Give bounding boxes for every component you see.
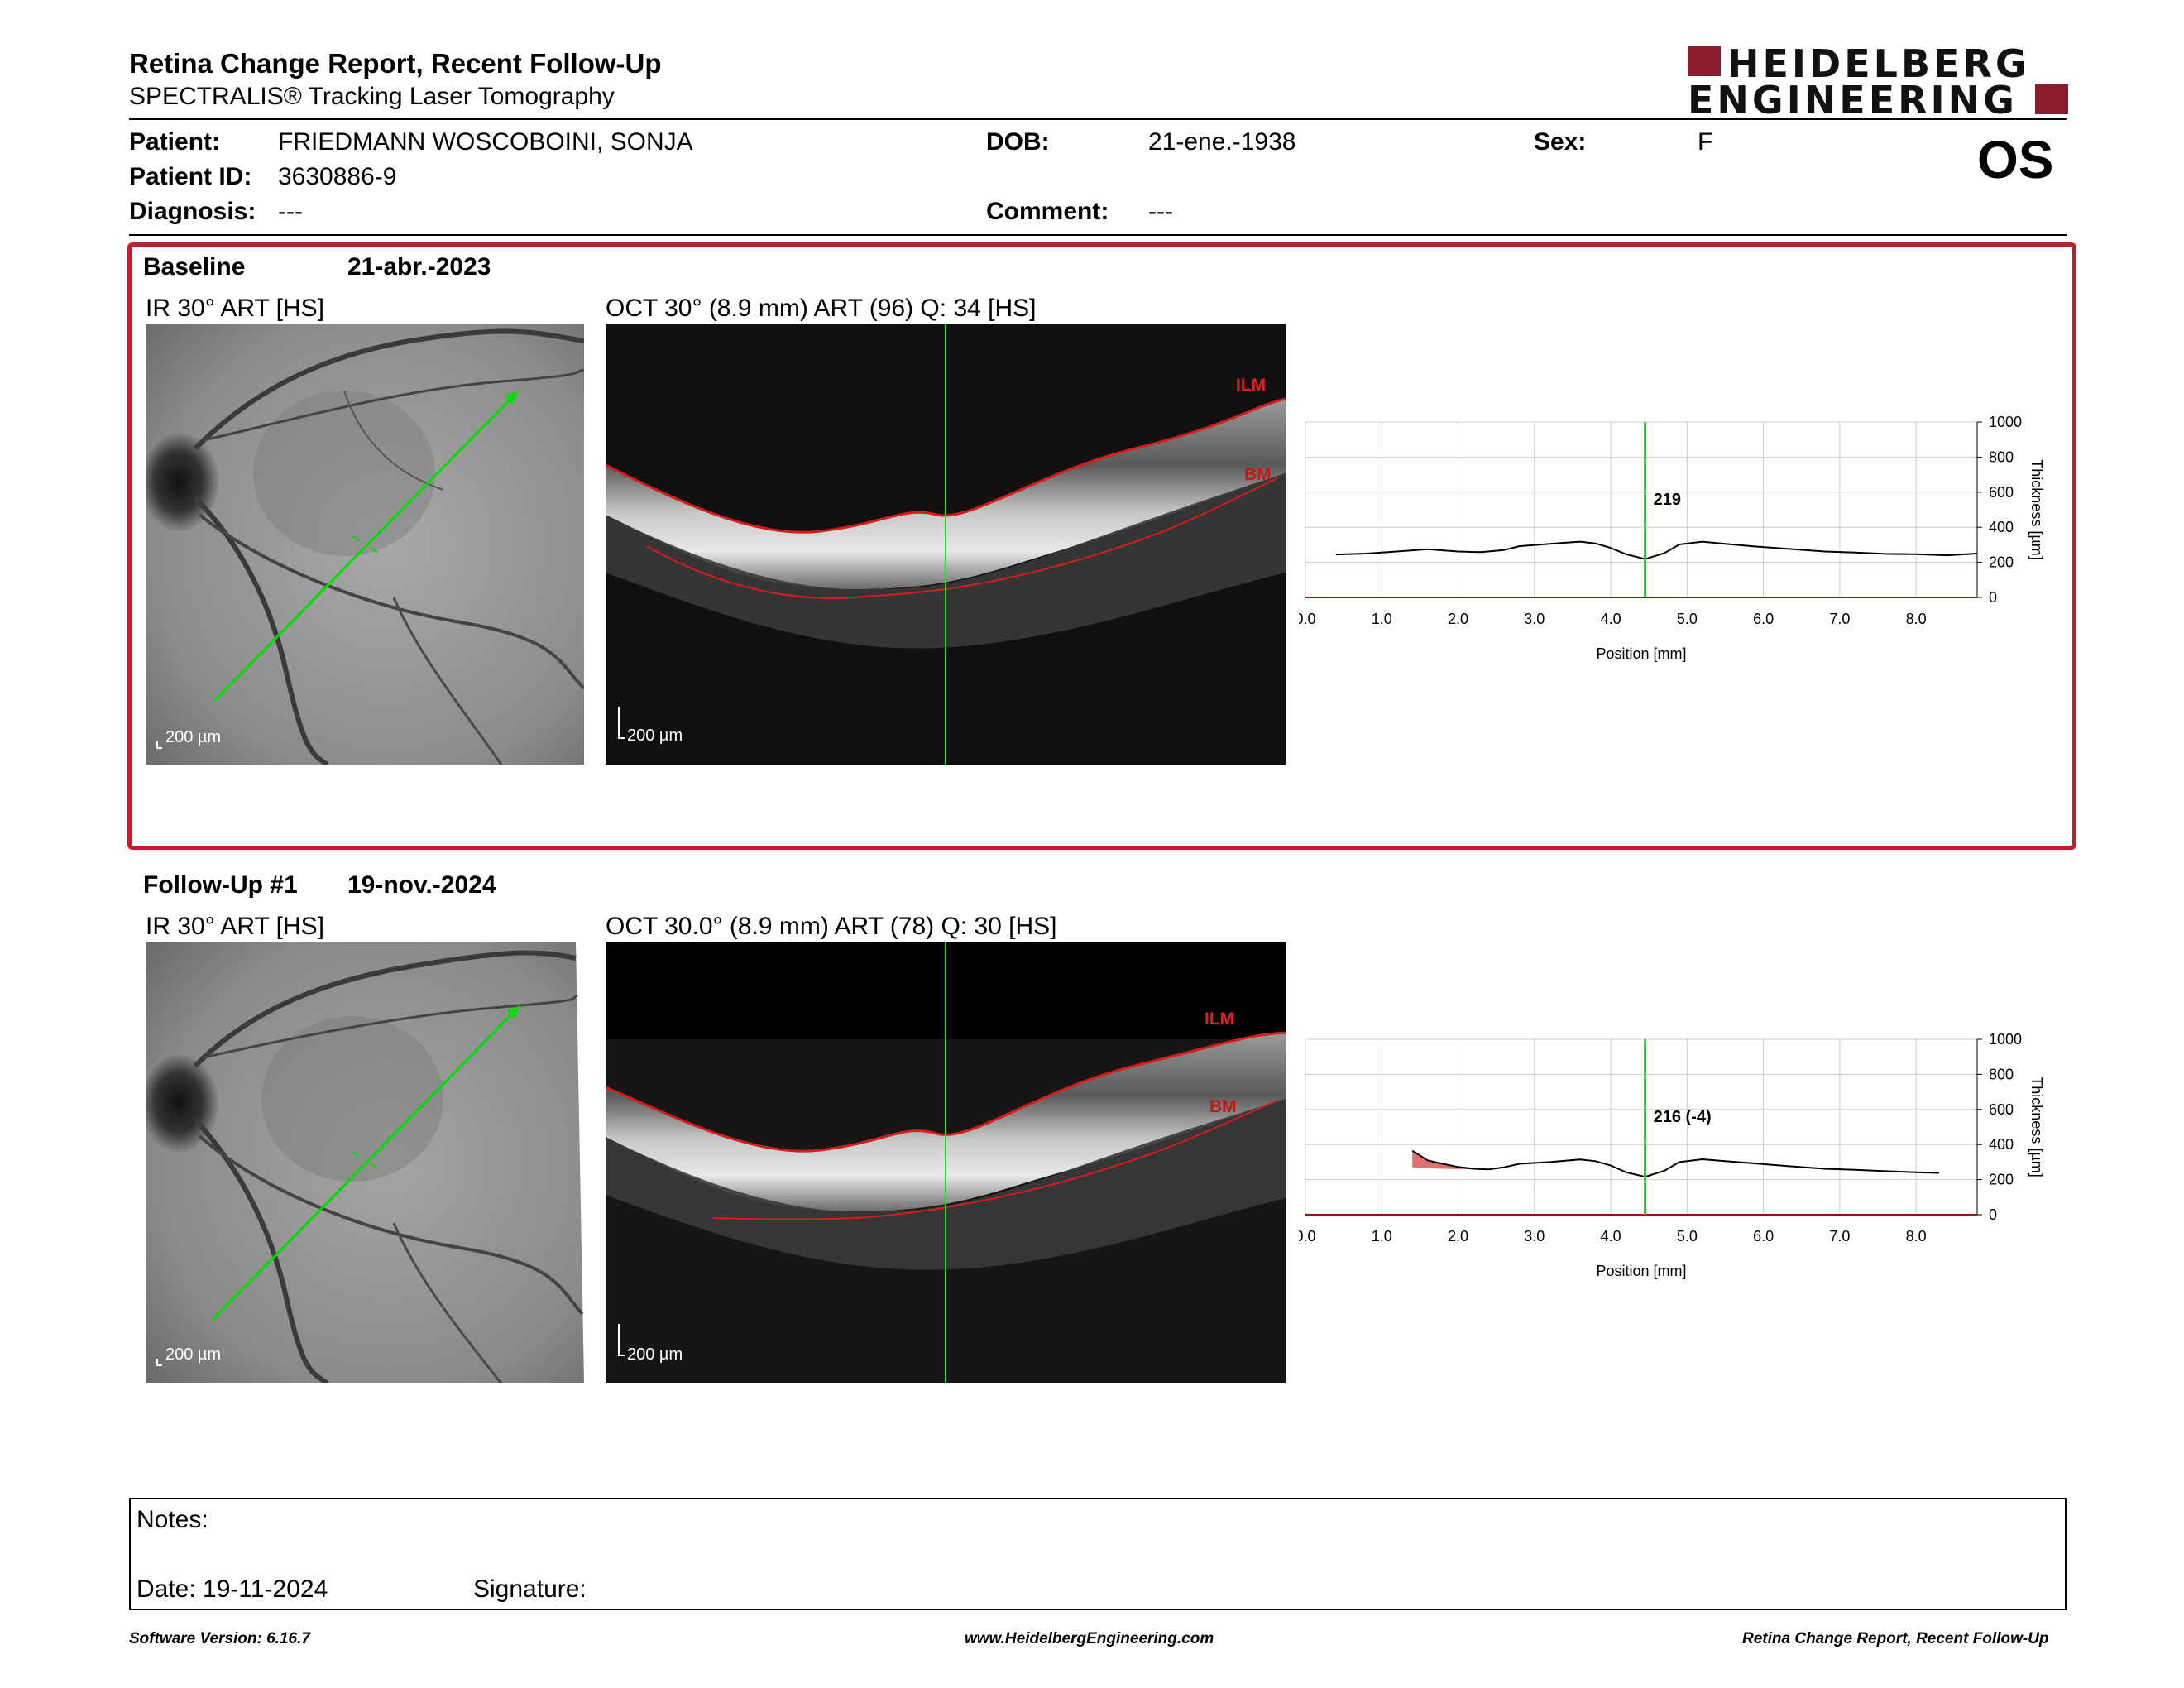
baseline-date: 21-abr.-2023 bbox=[347, 253, 491, 281]
followup-label: Follow-Up #1 bbox=[143, 871, 298, 899]
footer-software-version: Software Version: 6.16.7 bbox=[129, 1630, 310, 1647]
sex-label: Sex: bbox=[1534, 128, 1587, 156]
patient-label: Patient: bbox=[129, 128, 221, 156]
x-tick-label: 8.0 bbox=[1906, 611, 1927, 627]
y-tick-label: 200 bbox=[1989, 554, 2014, 571]
eye-indicator: OS bbox=[1977, 130, 2054, 189]
x-tick-label: 7.0 bbox=[1829, 611, 1850, 627]
x-tick-label: 6.0 bbox=[1753, 1228, 1774, 1244]
baseline-oct-title: OCT 30° (8.9 mm) ART (96) Q: 34 [HS] bbox=[606, 295, 1037, 322]
x-tick-label: 4.0 bbox=[1601, 1228, 1621, 1244]
baseline-thickness-chart: 0.0 1.0 2.0 3.0 4.0 5.0 6.0 7.0 8.0 0 200 400 600 800… bbox=[1299, 414, 2045, 662]
dob-value: 21-ene.-1938 bbox=[1148, 128, 1296, 156]
followup-ir-image[interactable]: 200 µm bbox=[146, 942, 584, 1383]
baseline-ir-title: IR 30° ART [HS] bbox=[146, 295, 324, 322]
y-tick-label: 600 bbox=[1989, 484, 2014, 501]
patient-id-value: 3630886-9 bbox=[278, 163, 397, 190]
followup-oct-image[interactable]: ILM BM 200 µm bbox=[606, 942, 1286, 1383]
report-subtitle: SPECTRALIS® Tracking Laser Tomography bbox=[129, 83, 615, 110]
x-tick-label: 0.0 bbox=[1299, 611, 1316, 627]
x-tick-label: 7.0 bbox=[1829, 1228, 1850, 1244]
y-tick-label: 1000 bbox=[1989, 414, 2022, 430]
logo-line-1: HEIDELBERG bbox=[1727, 41, 2030, 86]
signature-label: Signature: bbox=[473, 1575, 587, 1603]
followup-ir-scalebar: 200 µm bbox=[165, 1345, 222, 1364]
x-axis-label: Position [mm] bbox=[1596, 1263, 1686, 1279]
dob-label: DOB: bbox=[986, 128, 1050, 156]
y-tick-label: 800 bbox=[1989, 448, 2014, 465]
x-axis-label: Position [mm] bbox=[1596, 645, 1686, 662]
x-tick-label: 0.0 bbox=[1299, 1228, 1316, 1244]
followup-ilm-label: ILM bbox=[1205, 1009, 1235, 1029]
y-axis-label: Thickness [µm] bbox=[2028, 1077, 2045, 1177]
cursor-thickness-value: 219 bbox=[1654, 491, 1681, 509]
followup-bm-label: BM bbox=[1209, 1097, 1237, 1116]
baseline-highlight-box bbox=[127, 242, 2076, 850]
logo-line-2: ENGINEERING bbox=[1688, 78, 2018, 122]
x-tick-label: 1.0 bbox=[1372, 611, 1392, 627]
y-tick-label: 0 bbox=[1989, 1206, 1997, 1223]
x-tick-label: 1.0 bbox=[1372, 1228, 1392, 1244]
x-tick-label: 3.0 bbox=[1524, 611, 1545, 627]
y-axis-label: Thickness [µm] bbox=[2028, 459, 2045, 559]
patient-rule bbox=[129, 234, 2067, 236]
header-rule bbox=[129, 118, 2067, 120]
comment-label: Comment: bbox=[986, 198, 1109, 225]
footer-report-name: Retina Change Report, Recent Follow-Up bbox=[1742, 1630, 2049, 1647]
followup-oct-title: OCT 30.0° (8.9 mm) ART (78) Q: 30 [HS] bbox=[606, 913, 1057, 940]
baseline-oct-scalebar: 200 µm bbox=[627, 727, 683, 745]
diagnosis-value: --- bbox=[278, 198, 303, 225]
y-tick-label: 1000 bbox=[1989, 1031, 2022, 1048]
x-tick-label: 2.0 bbox=[1448, 1228, 1468, 1244]
footer-website[interactable]: www.HeidelbergEngineering.com bbox=[965, 1630, 1214, 1647]
x-tick-label: 5.0 bbox=[1677, 1228, 1698, 1244]
diagnosis-label: Diagnosis: bbox=[129, 198, 256, 225]
notes-box[interactable]: Notes: Date: 19-11-2024 Signature: bbox=[129, 1498, 2067, 1610]
patient-name: FRIEDMANN WOSCOBOINI, SONJA bbox=[278, 128, 693, 156]
x-tick-label: 8.0 bbox=[1906, 1228, 1927, 1244]
baseline-ir-image[interactable]: 200 µm bbox=[146, 324, 584, 765]
notes-date: Date: 19-11-2024 bbox=[136, 1575, 328, 1603]
baseline-ilm-label: ILM bbox=[1236, 376, 1267, 395]
followup-oct-scalebar: 200 µm bbox=[627, 1345, 683, 1364]
patient-id-label: Patient ID: bbox=[129, 163, 252, 190]
y-tick-label: 0 bbox=[1989, 589, 1997, 606]
y-tick-label: 400 bbox=[1989, 1136, 2014, 1153]
thickness-profile-line bbox=[1411, 1149, 1939, 1178]
followup-thickness-chart: 0.0 1.0 2.0 3.0 4.0 5.0 6.0 7.0 8.0 0 200 400 600 800… bbox=[1299, 1031, 2045, 1279]
y-tick-label: 200 bbox=[1989, 1172, 2014, 1188]
notes-label: Notes: bbox=[136, 1506, 208, 1533]
x-tick-label: 4.0 bbox=[1601, 611, 1621, 627]
sex-value: F bbox=[1698, 128, 1713, 156]
x-tick-label: 5.0 bbox=[1677, 611, 1698, 627]
baseline-label: Baseline bbox=[143, 253, 246, 281]
cursor-thickness-value: 216 (-4) bbox=[1654, 1108, 1712, 1126]
comment-value: --- bbox=[1148, 198, 1173, 225]
report-title: Retina Change Report, Recent Follow-Up bbox=[129, 48, 662, 79]
thickness-profile-line bbox=[1335, 540, 1978, 560]
baseline-bm-label: BM bbox=[1244, 465, 1272, 484]
followup-date: 19-nov.-2024 bbox=[347, 871, 496, 899]
thickness-change-fill bbox=[1412, 1150, 1489, 1170]
y-tick-label: 800 bbox=[1989, 1066, 2014, 1082]
baseline-oct-image[interactable]: ILM BM 200 µm bbox=[606, 324, 1286, 765]
x-tick-label: 6.0 bbox=[1753, 611, 1774, 627]
baseline-ir-scalebar: 200 µm bbox=[165, 728, 222, 746]
followup-ir-title: IR 30° ART [HS] bbox=[146, 913, 324, 940]
x-tick-label: 2.0 bbox=[1448, 611, 1468, 627]
y-tick-label: 400 bbox=[1989, 519, 2014, 535]
y-tick-label: 600 bbox=[1989, 1101, 2014, 1118]
x-tick-label: 3.0 bbox=[1524, 1228, 1545, 1244]
heidelberg-logo: HEIDELBERG ENGINEERING bbox=[1688, 41, 2068, 122]
